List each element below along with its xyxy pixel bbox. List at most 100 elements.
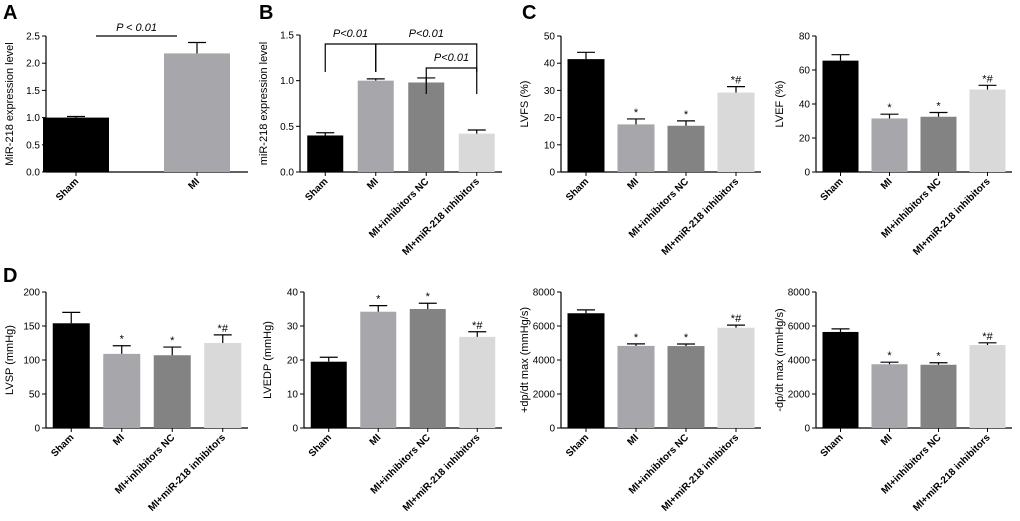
y-tick-label: 8000 xyxy=(788,288,811,299)
y-tick-label: 0 xyxy=(549,424,555,435)
y-tick-label: 0.0 xyxy=(26,168,40,179)
significance-marker: * xyxy=(887,102,892,114)
x-category-label: Sham xyxy=(819,176,846,203)
bar xyxy=(617,124,655,172)
y-tick-label: 8000 xyxy=(533,288,556,299)
x-category-label: MI xyxy=(368,432,384,448)
y-tick-label: 60 xyxy=(799,66,811,77)
significance-marker: * xyxy=(120,334,125,346)
bar xyxy=(871,118,908,172)
x-category-label: Sham xyxy=(303,176,330,203)
y-axis-label: LVFS (%) xyxy=(519,81,531,128)
bar xyxy=(567,313,605,428)
y-tick-label: 200 xyxy=(23,288,40,299)
significance-label: P<0.01 xyxy=(333,28,368,40)
bar xyxy=(52,323,90,428)
significance-marker: * xyxy=(936,101,941,113)
x-category-label: Sham xyxy=(54,176,81,203)
bar xyxy=(717,327,755,428)
y-tick-label: 100 xyxy=(23,356,40,367)
significance-marker: *# xyxy=(472,320,483,332)
bar xyxy=(307,135,344,172)
x-category-label: MI xyxy=(879,432,895,448)
significance-bracket xyxy=(324,43,377,72)
y-tick-label: 40 xyxy=(544,59,556,70)
x-category-label: MI xyxy=(625,432,641,448)
panel-letter-c: C xyxy=(522,2,536,24)
y-axis-label: MiR-218 expression level xyxy=(4,42,16,166)
significance-marker: *# xyxy=(218,323,229,335)
x-category-label: Sham xyxy=(307,432,334,459)
bar xyxy=(164,53,230,172)
significance-marker: * xyxy=(170,335,175,347)
x-category-label: MI xyxy=(186,176,202,192)
x-category-label: MI xyxy=(365,176,381,192)
y-tick-label: 0.5 xyxy=(280,122,294,133)
chart-b: 0.0 0.5 1.0 1.5 miR-218 expression level Sham… xyxy=(258,28,502,258)
chart-a: 0.0 0.5 1.0 1.5 2.0 2.5 MiR-218 expression lev… xyxy=(4,22,248,203)
y-tick-label: 30 xyxy=(544,86,556,97)
bar xyxy=(103,353,141,428)
y-tick-label: 0.0 xyxy=(280,168,294,179)
bar xyxy=(822,60,859,172)
significance-marker: * xyxy=(684,109,689,121)
y-tick-label: 6000 xyxy=(788,322,811,333)
significance-marker: *# xyxy=(731,75,742,87)
bar xyxy=(969,345,1006,428)
y-tick-label: 2000 xyxy=(788,390,811,401)
y-tick-label: 0 xyxy=(804,168,810,179)
y-axis-label: LVEDP (mmHg) xyxy=(262,321,274,399)
bar xyxy=(822,331,859,428)
y-tick-label: 40 xyxy=(799,100,811,111)
x-category-label: MI xyxy=(879,176,895,192)
bar xyxy=(920,116,957,172)
y-tick-label: 2000 xyxy=(533,390,556,401)
y-tick-label: 0 xyxy=(804,424,810,435)
y-tick-label: 6000 xyxy=(533,322,556,333)
plots-group: 0.0 0.5 1.0 1.5 2.0 2.5 MiR-218 expression lev… xyxy=(4,22,1012,514)
y-axis-label: LVSP (mmHg) xyxy=(4,325,16,395)
bar xyxy=(153,355,191,428)
panel-letter-a: A xyxy=(3,2,17,24)
bar xyxy=(969,89,1006,172)
y-tick-label: 1.0 xyxy=(26,113,40,124)
y-tick-label: 150 xyxy=(23,322,40,333)
y-tick-label: 20 xyxy=(544,113,556,124)
y-tick-label: 4000 xyxy=(788,356,811,367)
bar xyxy=(408,82,445,172)
bar xyxy=(357,80,394,172)
y-tick-label: 10 xyxy=(544,140,556,151)
bar xyxy=(459,336,496,428)
y-tick-label: 0 xyxy=(292,424,298,435)
significance-marker: * xyxy=(634,332,639,344)
y-tick-label: 2.5 xyxy=(26,32,40,43)
y-tick-label: 0.5 xyxy=(26,140,40,151)
bar xyxy=(617,345,655,428)
bar xyxy=(458,133,495,172)
significance-marker: * xyxy=(376,294,381,306)
bar xyxy=(409,309,446,428)
significance-marker: *# xyxy=(982,331,993,343)
y-tick-label: 30 xyxy=(287,322,299,333)
significance-bracket xyxy=(425,67,478,94)
x-category-label: Sham xyxy=(49,432,76,459)
significance-marker: * xyxy=(936,351,941,363)
bar xyxy=(667,346,705,428)
bar xyxy=(717,92,755,172)
significance-label: P < 0.01 xyxy=(116,22,157,34)
significance-marker: * xyxy=(684,332,689,344)
y-tick-label: 0 xyxy=(549,168,555,179)
panel-letter-b: B xyxy=(259,2,273,24)
bar xyxy=(310,361,347,428)
significance-label: P<0.01 xyxy=(434,52,469,64)
y-tick-label: 20 xyxy=(799,134,811,145)
x-category-label: MI xyxy=(111,432,127,448)
x-category-label: Sham xyxy=(564,176,591,203)
bar xyxy=(360,311,397,428)
significance-marker: * xyxy=(634,107,639,119)
significance-marker: *# xyxy=(731,313,742,325)
x-category-label: Sham xyxy=(564,432,591,459)
